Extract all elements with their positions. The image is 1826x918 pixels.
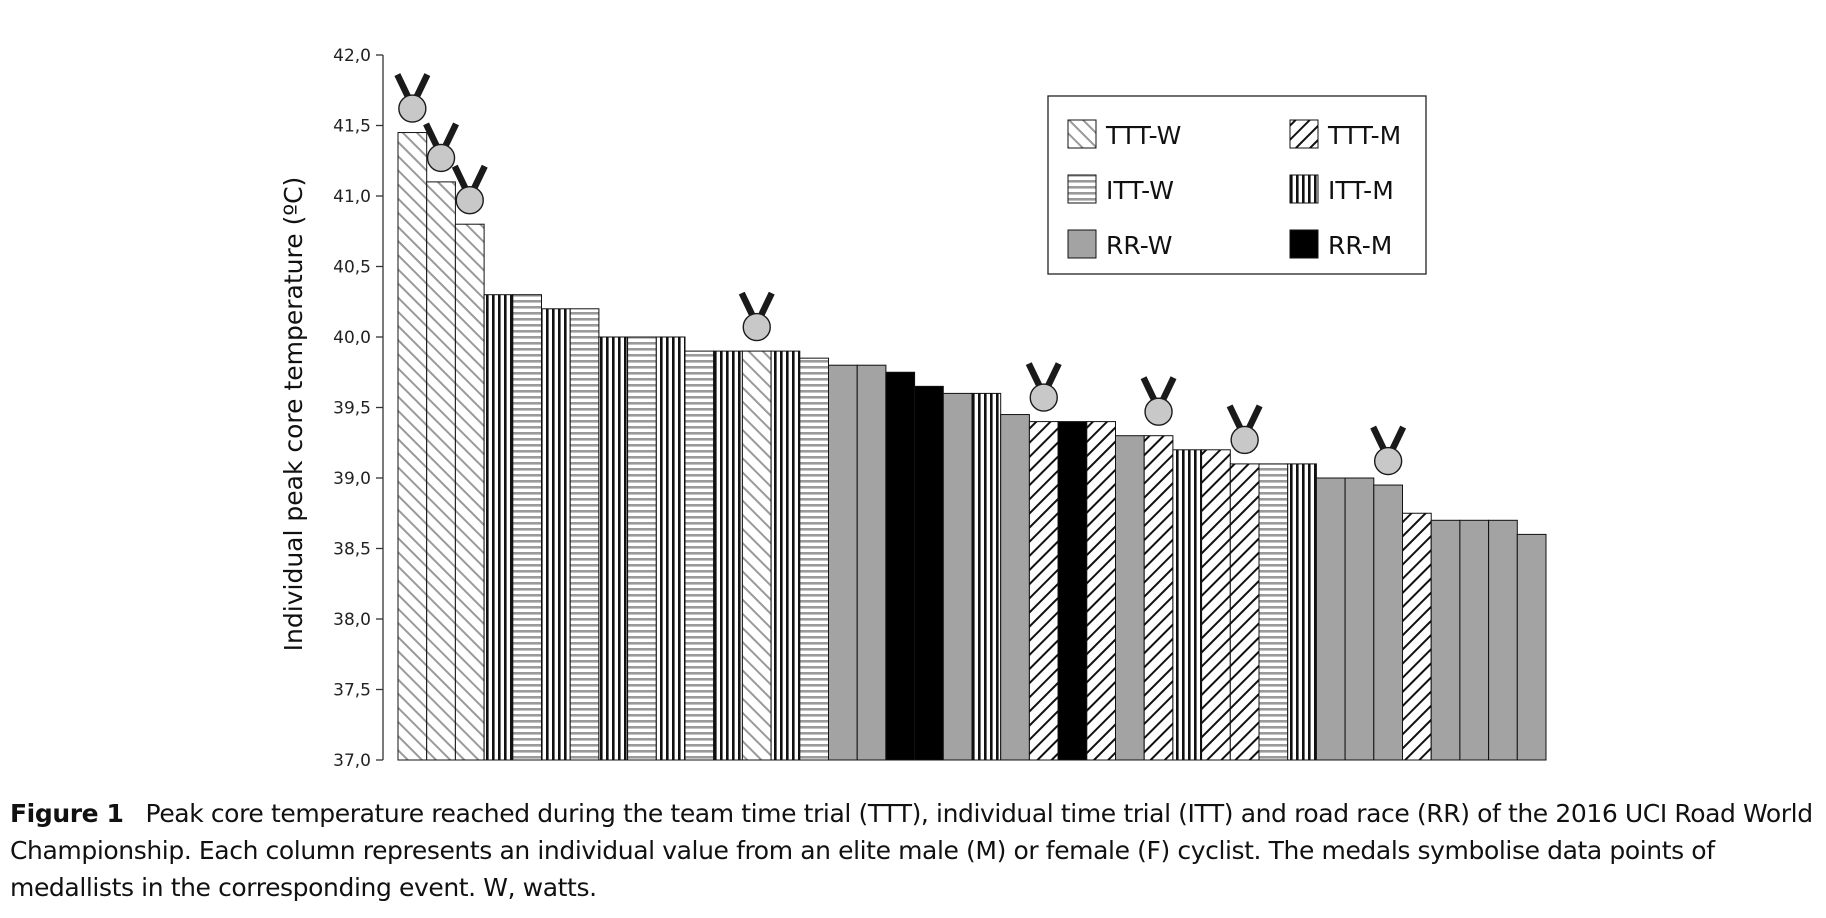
bar-rr-w <box>856 364 887 761</box>
medal-markers <box>394 73 1407 476</box>
bar-rr-m <box>885 371 916 761</box>
legend-label-itt-w: ITT-W <box>1106 176 1174 205</box>
bar-itt-m <box>655 336 686 761</box>
bar-itt-m <box>713 350 743 761</box>
y-tick-label: 38,0 <box>333 610 371 630</box>
bar-itt-m <box>770 350 801 761</box>
bar-itt-m <box>483 294 514 761</box>
legend-label-ttt-w: TTT-W <box>1105 121 1181 150</box>
y-tick-label: 37,0 <box>333 751 371 771</box>
bar-itt-w <box>569 308 600 761</box>
bar-itt-w <box>627 336 657 761</box>
bar-series <box>397 132 1547 761</box>
medal-icon <box>738 291 775 342</box>
legend-label-rr-m: RR-M <box>1328 231 1392 260</box>
y-tick-label: 39,0 <box>333 469 371 489</box>
legend-swatch-itt-m <box>1289 174 1319 204</box>
bar-rr-w <box>1315 477 1346 761</box>
bar-itt-m <box>971 392 1002 761</box>
y-tick-label: 40,5 <box>333 258 371 278</box>
bar-rr-w <box>1459 519 1490 761</box>
y-axis: 42,0 41,5 41,0 40,5 40,0 39,5 39,0 38,5 38,0 37,5… <box>333 46 384 771</box>
medal-icon <box>1025 362 1062 412</box>
bar-ttt-w <box>397 132 428 761</box>
legend-label-ttt-m: TTT-M <box>1327 121 1401 150</box>
y-tick-label: 41,0 <box>333 187 371 207</box>
legend-label-itt-m: ITT-M <box>1328 176 1394 205</box>
bar-ttt-w <box>426 181 456 761</box>
medal-icon <box>1140 376 1177 426</box>
caption-text: Peak core temperature reached during the… <box>10 799 1813 902</box>
legend: TTT-W TTT-M ITT-W ITT-M RR-W RR-M <box>1047 95 1427 275</box>
y-tick-label: 37,5 <box>333 681 371 701</box>
y-tick-label: 40,0 <box>333 328 371 348</box>
legend-swatch-itt-w <box>1067 174 1097 204</box>
bar-itt-m <box>598 336 629 761</box>
y-tick-label: 41,5 <box>333 117 371 137</box>
legend-label-rr-w: RR-W <box>1106 231 1172 260</box>
bar-ttt-m <box>1229 463 1260 761</box>
legend-swatch-rr-m <box>1289 229 1319 259</box>
y-axis-label: Individual peak core temperature (ºC) <box>279 177 308 652</box>
bar-rr-m <box>914 385 944 761</box>
bar-ttt-m <box>1402 512 1432 761</box>
figure-caption: Figure 1 Peak core temperature reached du… <box>10 795 1816 906</box>
bar-rr-w <box>828 364 858 761</box>
bar-ttt-w <box>741 350 772 761</box>
bar-rr-w <box>1000 414 1030 761</box>
bar-rr-w <box>1344 477 1375 761</box>
medal-icon <box>1226 404 1263 455</box>
bar-rr-w <box>1430 519 1461 761</box>
legend-swatch-ttt-m <box>1289 119 1319 149</box>
medal-icon <box>451 164 488 215</box>
bar-rr-m <box>1057 421 1088 761</box>
bar-chart: Individual peak core temperature (ºC) 42… <box>279 46 1547 771</box>
bar-rr-w <box>1373 484 1404 761</box>
legend-box <box>1047 95 1427 275</box>
bar-itt-m <box>1287 463 1317 761</box>
figure-label: Figure 1 <box>10 799 124 828</box>
bar-rr-w <box>1488 519 1518 761</box>
bar-ttt-m <box>1086 421 1117 761</box>
y-tick-label: 39,5 <box>333 399 371 419</box>
y-tick-label: 38,5 <box>333 540 371 560</box>
bar-itt-m <box>1172 449 1203 761</box>
bar-itt-w <box>799 357 829 761</box>
legend-swatch-ttt-w <box>1067 119 1097 149</box>
bar-ttt-w <box>454 223 485 761</box>
bar-itt-w <box>684 350 715 761</box>
y-tick-label: 42,0 <box>333 46 371 66</box>
medal-icon <box>394 73 431 123</box>
bar-ttt-m <box>1143 435 1174 761</box>
medal-icon <box>423 122 459 173</box>
bar-itt-w <box>1258 463 1289 761</box>
bar-rr-w <box>1516 533 1547 761</box>
bar-itt-m <box>541 308 571 761</box>
bar-ttt-m <box>1028 421 1059 761</box>
bar-rr-w <box>1115 435 1145 761</box>
bar-rr-w <box>942 392 973 761</box>
legend-swatch-rr-w <box>1067 229 1097 259</box>
medal-icon <box>1370 425 1407 476</box>
bar-ttt-m <box>1201 449 1231 761</box>
bar-itt-w <box>512 294 542 761</box>
